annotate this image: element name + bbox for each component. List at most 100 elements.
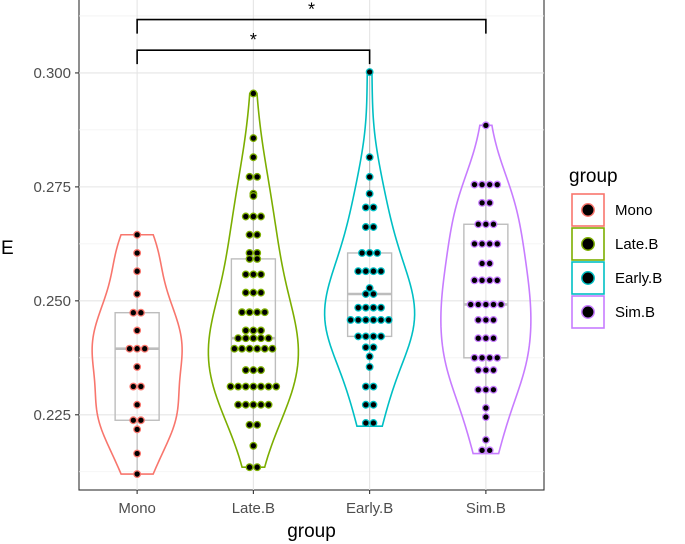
data-point (361, 343, 370, 352)
data-point (377, 303, 385, 312)
data-point (257, 270, 265, 279)
significance-bracket (136, 49, 371, 65)
data-point (474, 366, 483, 375)
data-point (478, 353, 487, 362)
data-point (133, 326, 142, 335)
data-point (489, 316, 498, 324)
data-point (264, 400, 273, 409)
data-point (466, 300, 475, 309)
data-point (369, 316, 378, 324)
data-point (365, 249, 374, 257)
data-point (238, 308, 246, 317)
data-point (249, 366, 258, 375)
data-point (365, 153, 374, 162)
data-point (369, 343, 378, 352)
data-point (474, 385, 483, 394)
data-point (369, 267, 378, 276)
legend-key (571, 261, 605, 295)
legend-label: Mono (615, 202, 653, 219)
data-point (377, 267, 385, 276)
data-point (493, 276, 502, 285)
data-point (234, 334, 243, 343)
legend-dot (581, 305, 595, 319)
data-point (481, 220, 490, 229)
y-axis-title: E (1, 238, 14, 259)
data-point (481, 404, 490, 412)
data-point (481, 413, 490, 422)
data-point (241, 334, 250, 343)
data-point (249, 270, 258, 279)
data-point (365, 68, 374, 76)
data-point (369, 290, 378, 298)
data-point (361, 332, 370, 341)
data-point (354, 303, 363, 312)
data-point (361, 382, 370, 391)
data-point (253, 230, 262, 239)
data-point (485, 198, 494, 207)
data-point (249, 134, 258, 143)
data-point (226, 382, 235, 391)
data-point (249, 400, 258, 409)
data-point (133, 449, 142, 458)
data-point (241, 288, 250, 297)
data-point (249, 326, 258, 335)
data-point (136, 308, 145, 317)
data-point (257, 400, 265, 409)
data-point (354, 267, 363, 276)
data-point (249, 334, 258, 343)
data-point (133, 400, 142, 409)
data-point (241, 270, 250, 279)
data-point (470, 353, 479, 362)
data-point (361, 223, 370, 231)
data-point (481, 435, 490, 444)
data-point (493, 353, 502, 362)
data-point (497, 300, 506, 309)
data-point (354, 316, 363, 324)
data-point (361, 419, 370, 427)
data-point (470, 239, 479, 248)
data-point (369, 332, 378, 341)
data-point (129, 308, 138, 317)
data-point (264, 382, 273, 391)
data-point (133, 249, 142, 257)
data-point (478, 239, 487, 248)
data-point (249, 192, 258, 200)
data-point (361, 290, 370, 298)
data-point (361, 267, 370, 276)
data-point (481, 385, 490, 394)
data-point (485, 180, 494, 189)
data-point (485, 239, 494, 248)
data-point (260, 308, 269, 317)
data-point (253, 308, 262, 317)
data-point (264, 334, 273, 343)
data-point (260, 344, 269, 353)
data-point (369, 223, 378, 231)
data-point (253, 254, 262, 263)
data-point (470, 180, 479, 189)
data-point (481, 334, 490, 343)
data-point (133, 230, 142, 239)
data-point (245, 420, 254, 429)
data-point (257, 326, 265, 335)
legend-label: Sim.B (615, 304, 655, 321)
y-tick-label: 0.300 (33, 65, 71, 82)
data-point (485, 259, 494, 268)
data-point (365, 362, 374, 371)
data-point (253, 463, 262, 472)
data-point (361, 303, 370, 312)
data-point (489, 300, 498, 309)
data-point (377, 316, 385, 324)
data-point (234, 382, 243, 391)
data-point (373, 249, 382, 257)
data-point (133, 290, 142, 298)
data-point (474, 334, 483, 343)
data-point (249, 441, 258, 450)
significance-label: * (308, 0, 315, 20)
data-point (369, 419, 378, 427)
data-point (129, 382, 138, 391)
data-point (133, 470, 142, 478)
data-point (478, 198, 487, 207)
data-point (478, 180, 487, 189)
data-point (257, 382, 265, 391)
